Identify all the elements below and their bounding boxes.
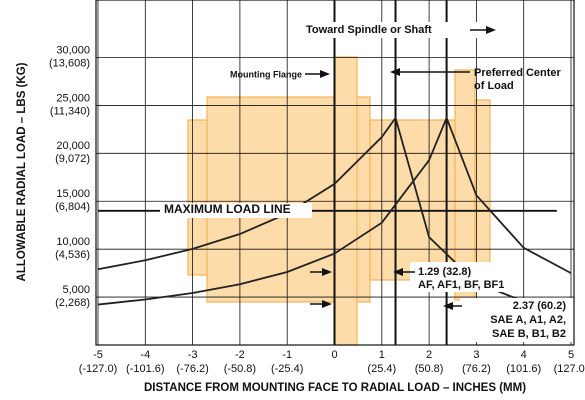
y-tick-label: 25,000 (56, 92, 90, 104)
arrow-head (320, 70, 330, 78)
pump-shaft (474, 99, 491, 271)
label-bg (410, 262, 506, 292)
x-axis-title: DISTANCE FROM MOUNTING FACE TO RADIAL LO… (144, 382, 526, 394)
y-tick-label: 15,000 (56, 188, 90, 200)
x-tick-mm-label: (-25.4) (271, 363, 303, 375)
x-tick-label: -5 (93, 349, 103, 361)
label-bg (160, 203, 312, 218)
x-tick-mm-label: (-50.8) (224, 363, 256, 375)
x-tick-label: 0 (331, 349, 337, 361)
x-tick-label: -4 (140, 349, 150, 361)
annotation: AF, AF1, BF, BF1 (418, 279, 504, 291)
arrow-head (322, 268, 332, 276)
x-tick-mm-label: (-76.2) (176, 363, 208, 375)
annotation: Preferred Center (474, 67, 562, 79)
y-tick-label: 10,000 (56, 236, 90, 248)
pump-body (206, 96, 336, 303)
x-tick-mm-label: (-101.6) (126, 363, 165, 375)
x-tick-mm-label: (101.6) (506, 363, 541, 375)
pump-end-cap (187, 119, 209, 276)
y-tick-label: 5,000 (62, 284, 90, 296)
arrow-head (486, 26, 496, 34)
load-curve (97, 115, 572, 306)
x-tick-label: 1 (379, 349, 385, 361)
label-bg (460, 298, 572, 342)
marks (97, 0, 572, 345)
pump-shaft-housing (369, 119, 456, 281)
y-tick-kg-label: (4,536) (55, 249, 90, 261)
x-tick-label: -1 (282, 349, 292, 361)
arrow-head (443, 302, 453, 310)
annotation: of Load (474, 80, 514, 92)
y-tick-kg-label: (11,340) (50, 105, 90, 117)
arrow-head (393, 268, 403, 276)
annotation: 2.37 (60.2) (513, 300, 567, 312)
x-tick-mm-label: (76.2) (462, 363, 491, 375)
x-tick-mm-label: (50.8) (415, 363, 444, 375)
annotation: SAE B, B1, B2 (492, 328, 566, 340)
arrow-head (390, 68, 400, 76)
annotation: Mounting Flange (230, 69, 302, 79)
y-tick-kg-label: (13,608) (49, 57, 90, 69)
y-tick-label: 30,000 (56, 44, 90, 56)
x-tick-label: -3 (188, 349, 198, 361)
y-tick-kg-label: (2,268) (55, 297, 90, 309)
x-tick-label: 2 (426, 349, 432, 361)
label-bg (300, 22, 500, 38)
y-tick-kg-label: (9,072) (55, 153, 90, 165)
plot-frame (95, 0, 575, 346)
arrow-head (322, 300, 332, 308)
x-tick-label: 5 (568, 349, 574, 361)
x-tick-mm-label: (-127.0) (79, 363, 118, 375)
annotation: 1.29 (32.8) (418, 266, 472, 278)
x-tick-label: 4 (521, 349, 527, 361)
pump-silhouette (187, 56, 491, 346)
y-axis-title: ALLOWABLE RADIAL LOAD – LBS (KG) (16, 62, 28, 281)
x-tick-mm-label: (25.4) (367, 363, 396, 375)
annotation: SAE A, A1, A2, (490, 314, 566, 326)
x-tick-label: -2 (235, 349, 245, 361)
y-tick-kg-label: (6,804) (55, 201, 90, 213)
y-tick-label: 20,000 (56, 140, 90, 152)
annotation: MAXIMUM LOAD LINE (164, 202, 291, 216)
x-tick-mm-label: (127.0) (554, 363, 585, 375)
annotation: Toward Spindle or Shaft (306, 24, 432, 36)
x-tick-label: 3 (473, 349, 479, 361)
